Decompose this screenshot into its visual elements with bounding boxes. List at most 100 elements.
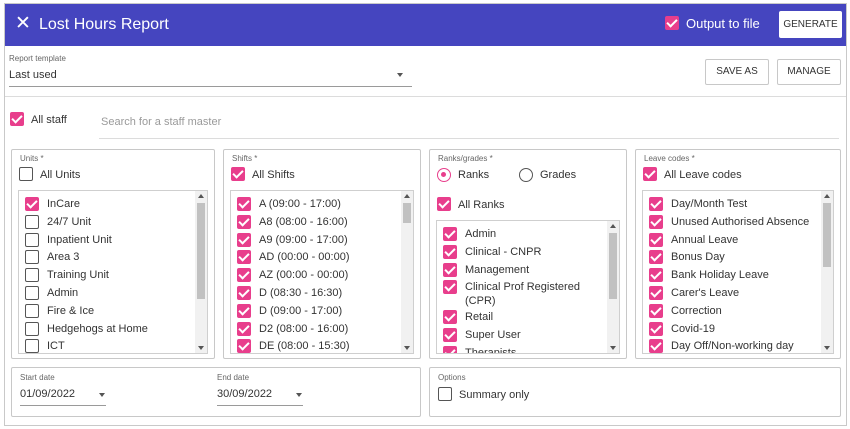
scroll-thumb[interactable] [403, 203, 411, 223]
list-item-label: D2 (08:00 - 16:00) [259, 322, 349, 335]
list-item-checkbox[interactable] [649, 250, 663, 265]
scroll-up-icon[interactable] [824, 194, 830, 198]
list-item-label: Correction [671, 304, 722, 317]
list-item-checkbox[interactable] [237, 303, 251, 318]
all-units-checkbox[interactable] [19, 167, 33, 181]
list-item-checkbox[interactable] [649, 321, 663, 336]
ranks-radio[interactable] [437, 168, 451, 182]
all-ranks-checkbox[interactable] [437, 197, 451, 211]
all-ranks-label[interactable]: All Ranks [458, 199, 505, 211]
list-item-checkbox[interactable] [25, 197, 39, 211]
list-item-label: Carer's Leave [671, 287, 740, 299]
list-item-checkbox[interactable] [443, 328, 457, 342]
list-item-checkbox[interactable] [25, 339, 39, 353]
all-leave-codes-label[interactable]: All Leave codes [664, 169, 742, 181]
list-item-checkbox[interactable] [25, 268, 39, 283]
list-item-checkbox[interactable] [237, 232, 251, 247]
summary-only-label[interactable]: Summary only [459, 389, 530, 401]
list-item-checkbox[interactable] [25, 250, 39, 265]
list-item-checkbox[interactable] [443, 280, 457, 295]
list-item-checkbox[interactable] [237, 268, 251, 283]
search-underline [99, 138, 839, 139]
chevron-down-icon[interactable] [397, 73, 403, 77]
list-item-checkbox[interactable] [649, 214, 663, 229]
all-leave-codes-checkbox[interactable] [643, 167, 657, 181]
list-item-label: 24/7 Unit [47, 215, 92, 228]
ranks-radio-label[interactable]: Ranks [458, 169, 490, 181]
lost-hours-report-dialog: ✕ Lost Hours Report Output to file GENER… [4, 3, 847, 426]
scroll-thumb[interactable] [197, 203, 205, 299]
list-item-label: Admin [47, 287, 79, 299]
scroll-up-icon[interactable] [198, 194, 204, 198]
list-item-checkbox[interactable] [237, 197, 251, 211]
ranks-list[interactable]: Admin Clinical - CNPR Management Clinical P… [436, 220, 620, 354]
scroll-down-icon[interactable] [610, 346, 616, 350]
output-to-file-label[interactable]: Output to file [686, 16, 760, 31]
list-item-checkbox[interactable] [25, 321, 39, 336]
close-icon[interactable]: ✕ [15, 13, 31, 34]
list-item-checkbox[interactable] [649, 232, 663, 247]
list-item-checkbox[interactable] [649, 339, 663, 353]
list-item-checkbox[interactable] [443, 244, 457, 259]
list-item-label: Super User [465, 329, 521, 341]
leave-codes-list[interactable]: Day/Month Test Unused Authorised Absence A… [642, 190, 834, 354]
ranks-grades-label: Ranks/grades * [438, 154, 493, 163]
output-to-file-checkbox[interactable] [665, 16, 679, 30]
generate-button[interactable]: GENERATE [779, 11, 842, 38]
chevron-down-icon[interactable] [296, 393, 302, 397]
list-item-label: Annual Leave [671, 233, 739, 246]
summary-only-checkbox[interactable] [438, 387, 452, 401]
grades-radio[interactable] [519, 168, 533, 182]
save-as-button[interactable]: SAVE AS [705, 59, 769, 85]
list-item-checkbox[interactable] [25, 303, 39, 318]
list-item-checkbox[interactable] [443, 310, 457, 325]
scroll-thumb[interactable] [823, 203, 831, 267]
list-item-label: Covid-19 [671, 322, 716, 335]
shifts-scrollbar[interactable] [401, 191, 413, 353]
list-item-checkbox[interactable] [649, 286, 663, 300]
list-item-label: Day/Month Test [671, 198, 748, 210]
list-item-checkbox[interactable] [237, 339, 251, 353]
all-shifts-checkbox[interactable] [231, 167, 245, 181]
scroll-down-icon[interactable] [198, 346, 204, 350]
list-item-checkbox[interactable] [25, 232, 39, 247]
scroll-up-icon[interactable] [404, 194, 410, 198]
leave-scrollbar[interactable] [821, 191, 833, 353]
grades-radio-label[interactable]: Grades [540, 169, 577, 181]
list-item-checkbox[interactable] [237, 250, 251, 265]
list-item-checkbox[interactable] [25, 286, 39, 300]
report-template-select[interactable]: Last used [9, 69, 57, 81]
list-item-checkbox[interactable] [443, 262, 457, 277]
units-list[interactable]: InCare 24/7 Unit Inpatient Unit Area 3 Train… [18, 190, 208, 354]
scroll-up-icon[interactable] [610, 224, 616, 228]
scroll-down-icon[interactable] [824, 346, 830, 350]
list-item-label: Therapists [465, 346, 517, 354]
list-item-checkbox[interactable] [649, 268, 663, 283]
list-item-checkbox[interactable] [649, 303, 663, 318]
manage-button[interactable]: MANAGE [777, 59, 841, 85]
list-item-label: AZ (00:00 - 00:00) [259, 269, 349, 282]
ranks-scrollbar[interactable] [607, 221, 619, 353]
end-date-input[interactable]: 30/09/2022 [217, 388, 273, 400]
list-item-checkbox[interactable] [443, 345, 457, 353]
all-shifts-label[interactable]: All Shifts [252, 169, 295, 181]
list-item-checkbox[interactable] [237, 214, 251, 229]
list-item-checkbox[interactable] [443, 227, 457, 241]
start-date-input[interactable]: 01/09/2022 [20, 388, 76, 400]
list-item-checkbox[interactable] [237, 321, 251, 336]
list-item-label-line2: (CPR) [465, 295, 496, 308]
scroll-thumb[interactable] [609, 233, 617, 299]
shifts-list[interactable]: A (09:00 - 17:00) A8 (08:00 - 16:00) A9 (0… [230, 190, 414, 354]
staff-master-search-input[interactable]: Search for a staff master [101, 116, 222, 128]
list-item-checkbox[interactable] [649, 197, 663, 211]
all-staff-checkbox[interactable] [10, 112, 24, 126]
list-item-checkbox[interactable] [237, 286, 251, 300]
scroll-down-icon[interactable] [404, 346, 410, 350]
report-template-label: Report template [9, 54, 66, 63]
units-label: Units * [20, 154, 44, 163]
units-scrollbar[interactable] [195, 191, 207, 353]
all-staff-label[interactable]: All staff [31, 114, 67, 126]
list-item-checkbox[interactable] [25, 214, 39, 229]
chevron-down-icon[interactable] [99, 393, 105, 397]
all-units-label[interactable]: All Units [40, 169, 81, 181]
